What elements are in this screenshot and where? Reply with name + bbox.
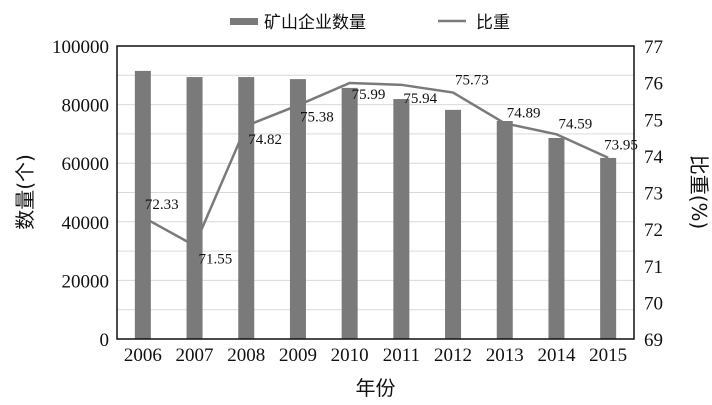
x-tick-label: 2014	[537, 345, 576, 366]
y2-tick-label: 70	[644, 293, 663, 314]
plot-frame	[116, 45, 635, 340]
x-axis-title: 年份	[356, 376, 396, 400]
y2-axis-title: 比重(%)	[687, 155, 711, 230]
y-tick-label: 80000	[62, 96, 110, 117]
bar	[445, 109, 462, 340]
y-tick-label: 0	[100, 330, 110, 351]
data-label: 74.59	[558, 116, 592, 132]
bar	[548, 138, 565, 339]
bar	[496, 121, 513, 340]
y2-tick-label: 75	[644, 110, 663, 131]
x-tick-label: 2008	[227, 345, 265, 366]
bar	[341, 87, 358, 339]
data-label: 72.33	[145, 197, 179, 213]
bar	[289, 79, 306, 339]
bar	[393, 99, 410, 340]
y-tick-label: 60000	[62, 154, 110, 175]
data-label: 75.94	[403, 91, 437, 107]
data-label: 75.38	[300, 109, 334, 125]
data-label: 75.99	[352, 87, 386, 103]
x-tick-label: 2010	[331, 345, 369, 366]
y-tick-label: 20000	[62, 271, 110, 292]
legend-bar-swatch	[230, 18, 258, 25]
y2-tick-label: 69	[644, 330, 663, 351]
y-axis-title: 数量(个)	[13, 154, 37, 230]
data-label: 74.82	[248, 132, 282, 148]
y-tick-label: 40000	[62, 213, 110, 234]
x-tick-label: 2011	[383, 345, 420, 366]
y-tick-label: 100000	[52, 37, 109, 58]
data-label: 74.89	[507, 105, 541, 121]
x-tick-label: 2015	[589, 345, 627, 366]
x-tick-label: 2009	[279, 345, 317, 366]
y2-tick-label: 74	[644, 147, 664, 168]
bar	[134, 70, 151, 339]
x-tick-label: 2007	[176, 345, 214, 366]
bar	[186, 77, 203, 340]
legend-line-label: 比重	[476, 13, 510, 33]
y2-tick-label: 72	[644, 220, 663, 241]
data-label: 71.55	[199, 252, 233, 268]
data-label: 73.95	[604, 138, 638, 154]
bar	[600, 157, 617, 339]
y2-tick-label: 73	[644, 184, 663, 205]
x-tick-label: 2006	[124, 345, 162, 366]
ratio-line	[142, 81, 609, 248]
x-tick-label: 2012	[434, 345, 472, 366]
y2-tick-label: 77	[644, 37, 663, 58]
legend-bar-label: 矿山企业数量	[264, 13, 366, 33]
data-label: 75.73	[455, 73, 489, 89]
bar	[238, 77, 255, 340]
y2-tick-label: 71	[644, 257, 663, 278]
y2-tick-label: 76	[644, 74, 663, 95]
x-tick-label: 2013	[486, 345, 524, 366]
